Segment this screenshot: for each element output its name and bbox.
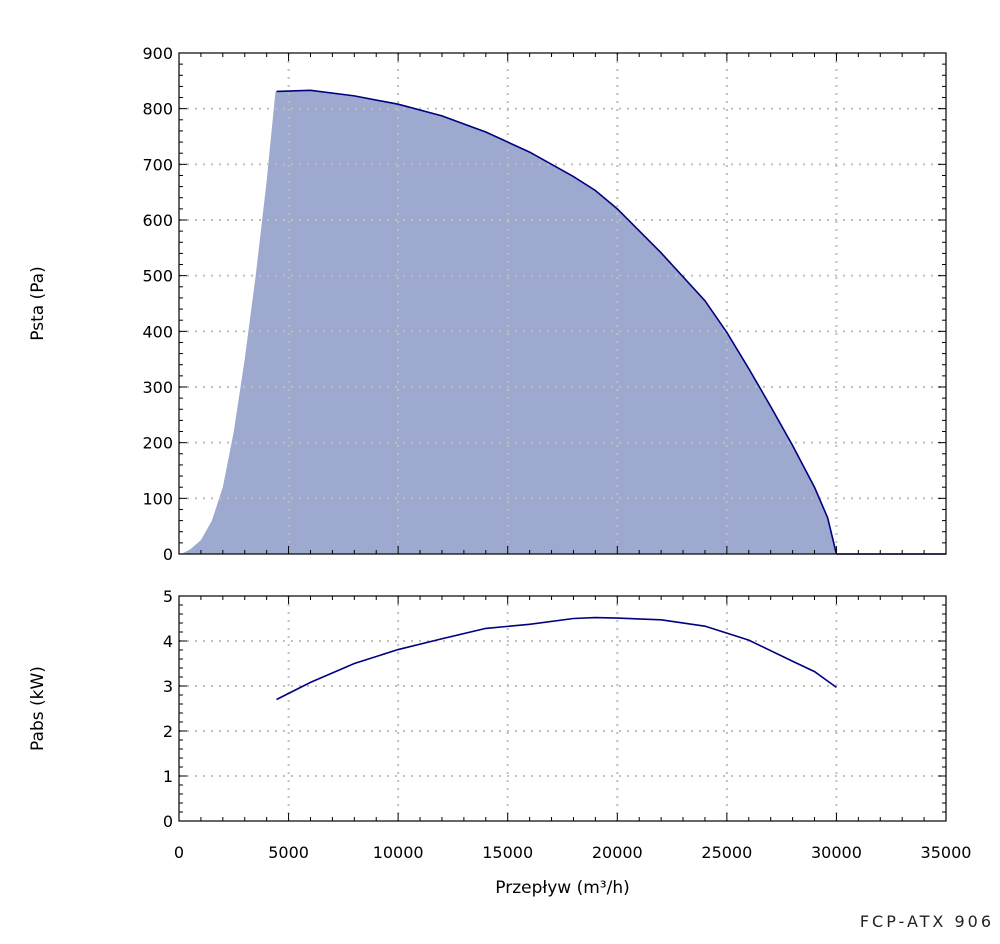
- power-x-tick-label: 20000: [592, 843, 643, 862]
- pressure-y-tick-label: 0: [163, 545, 173, 564]
- pressure-y-tick-label: 200: [142, 434, 173, 453]
- power-x-tick-label: 15000: [482, 843, 533, 862]
- pressure-y-tick-label: 300: [142, 378, 173, 397]
- pressure-y-tick-label: 800: [142, 100, 173, 119]
- pressure-frame: [178, 52, 947, 555]
- power-y-tick-label: 3: [163, 677, 173, 696]
- power-curve: [276, 616, 837, 701]
- pressure-y-tick-label: 500: [142, 267, 173, 286]
- power-frame: [178, 595, 947, 822]
- power-x-tick-label: 10000: [373, 843, 424, 862]
- power-x-tick-label: 5000: [268, 843, 309, 862]
- power-y-tick-label: 0: [163, 812, 173, 831]
- power-x-tick-label: 25000: [701, 843, 752, 862]
- power-y-tick-label: 4: [163, 632, 173, 651]
- pressure-y-axis-title: Psta (Pa): [28, 266, 48, 340]
- power-x-tick-label: 0: [174, 843, 184, 862]
- power-x-tick-label: 35000: [921, 843, 972, 862]
- power-x-tick-label: 30000: [811, 843, 862, 862]
- power-y-tick-label: 5: [163, 587, 173, 606]
- pressure-y-tick-label: 600: [142, 211, 173, 230]
- power-y-tick-label: 2: [163, 722, 173, 741]
- power-x-axis-title: Przepływ (m³/h): [495, 878, 629, 898]
- pressure-y-tick-label: 900: [142, 44, 173, 63]
- power-y-tick-label: 1: [163, 767, 173, 786]
- pressure-curve: [276, 89, 838, 555]
- pressure-y-tick-label: 100: [142, 489, 173, 508]
- pressure-y-tick-label: 700: [142, 155, 173, 174]
- power-y-axis-title: Pabs (kW): [28, 666, 48, 751]
- pressure-y-tick-label: 400: [142, 322, 173, 341]
- model-label: FCP-ATX 906: [859, 912, 994, 931]
- pressure-area-fill: [179, 90, 946, 555]
